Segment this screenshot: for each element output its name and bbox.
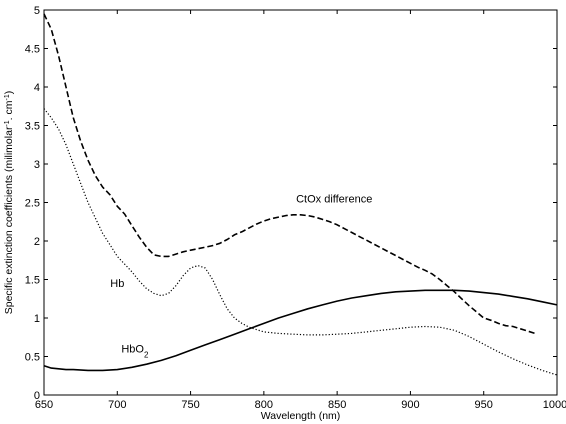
y-axis-title: Specific extinction coefficients (milimo…	[3, 91, 15, 315]
y-tick-label: 4.5	[25, 44, 40, 56]
x-tick-label: 700	[108, 399, 126, 411]
x-tick-label: 950	[475, 399, 493, 411]
y-tick-label: 0	[34, 390, 40, 402]
annotation-label: Hb	[110, 278, 124, 290]
x-tick-label: 800	[255, 399, 273, 411]
y-tick-label: 1	[34, 313, 40, 325]
x-tick-label: 650	[35, 399, 53, 411]
annotation-label: HbO2	[121, 344, 149, 360]
y-tick-label: 2.5	[25, 198, 40, 210]
y-axis-title-sup1: -1	[4, 120, 11, 126]
x-tick-label: 750	[181, 399, 199, 411]
y-tick-label: 3.5	[25, 121, 40, 133]
y-axis-title-end: )	[3, 91, 15, 95]
series-line-hbo2	[43, 289, 558, 372]
x-axis-title: Wavelength (nm)	[261, 410, 341, 422]
y-tick-label: 0.5	[25, 352, 40, 364]
y-axis-title-main: Specific extinction coefficients (milimo…	[3, 126, 15, 314]
plot-series-group	[43, 13, 558, 376]
x-axis: 650 700 750 800 850 900 950 1000	[35, 10, 566, 411]
y-tick-label: 1.5	[25, 275, 40, 287]
annotation-label: CtOx difference	[296, 194, 372, 206]
y-axis-title-sup2: -1	[4, 94, 11, 100]
annotations: CtOx difference Hb HbO2	[110, 194, 372, 360]
y-axis: 0 0.5 1 1.5 2 2.5 3 3.5 4 4.5 5	[25, 5, 557, 402]
y-tick-label: 2	[34, 236, 40, 248]
x-tick-label: 850	[328, 399, 346, 411]
x-tick-label: 900	[401, 399, 419, 411]
x-tick-label: 1000	[543, 399, 566, 411]
series-line-hb	[43, 108, 558, 376]
y-tick-label: 5	[34, 5, 40, 17]
y-tick-label: 4	[34, 82, 40, 94]
y-tick-label: 3	[34, 159, 40, 171]
y-axis-title-mid: . cm	[3, 100, 15, 120]
